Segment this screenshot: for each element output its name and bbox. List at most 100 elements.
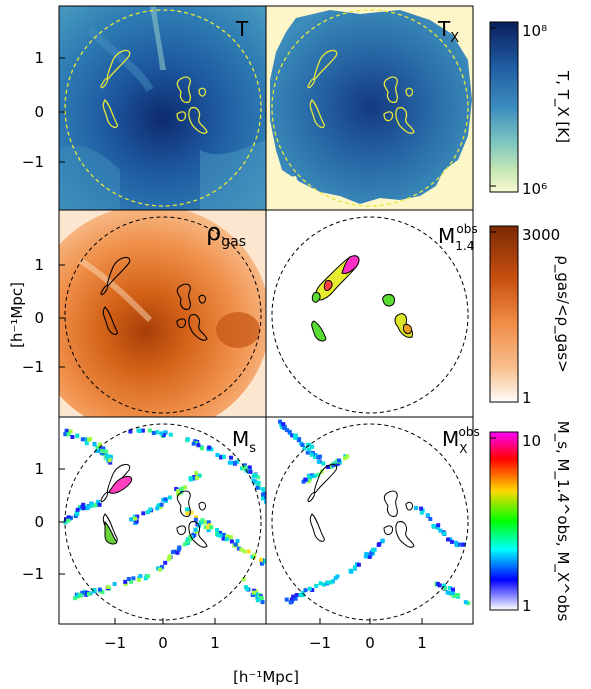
shock-cell — [84, 590, 89, 595]
shock-cell — [255, 598, 260, 603]
shock-cell — [141, 511, 146, 516]
panel-frames — [58, 5, 474, 625]
shock-cell — [261, 496, 265, 501]
shock-cell — [318, 581, 323, 586]
shock-cell — [87, 437, 92, 442]
shock-cell — [246, 549, 251, 554]
shock-cell — [95, 445, 100, 450]
shock-cell — [68, 515, 73, 520]
shock-cell — [314, 583, 319, 588]
shock-cell — [183, 485, 188, 490]
shock-cell — [160, 564, 165, 569]
shock-cell — [184, 539, 189, 544]
shock-cell — [333, 576, 338, 581]
shock-cell — [97, 502, 102, 507]
shock-cell — [330, 579, 335, 584]
shock-cell — [296, 438, 301, 443]
shock-cell — [66, 432, 71, 437]
shock-cell — [289, 597, 294, 602]
shock-cell — [75, 507, 80, 512]
shock-cell — [321, 461, 326, 466]
shock-cell — [337, 458, 341, 463]
shock-cell — [376, 543, 381, 547]
shock-cell — [310, 473, 314, 478]
shock-cell — [185, 537, 190, 542]
shock-cell — [163, 430, 168, 435]
panel-label-gas-density: ρgas — [206, 218, 246, 250]
shock-cell — [80, 590, 85, 595]
shock-cell — [63, 432, 68, 437]
shock-cell — [227, 460, 232, 465]
shock-cell — [242, 463, 247, 468]
shock-cell — [229, 455, 233, 460]
shock-cell — [107, 458, 112, 463]
shock-cell — [425, 513, 430, 518]
shock-cell — [66, 518, 71, 523]
shock-cell — [168, 432, 173, 437]
shock-cell — [241, 577, 246, 582]
shock-cell — [363, 554, 368, 559]
shock-cell — [158, 567, 163, 572]
panel-label-shock-mach: Ms — [232, 427, 256, 456]
shock-cell — [167, 495, 172, 500]
y-axis-label: [h⁻¹Mpc] — [8, 282, 26, 348]
shock-cell — [83, 437, 88, 442]
colorbar-temperature-bottom: 10⁶ — [522, 180, 547, 198]
shock-cell — [92, 588, 97, 592]
shock-cell — [306, 442, 310, 447]
shock-cell — [356, 562, 361, 567]
shock-cell — [86, 592, 91, 597]
shock-cell — [419, 506, 424, 511]
shock-cell — [435, 581, 440, 586]
shock-cell — [128, 429, 133, 434]
shock-cell — [313, 453, 318, 457]
ytick-label: 1 — [34, 256, 44, 274]
shock-cell — [454, 540, 458, 545]
shock-cell — [206, 520, 211, 525]
shock-cell — [75, 433, 80, 438]
ytick-label: 1 — [34, 49, 44, 67]
shock-cell — [191, 441, 196, 446]
shock-cell — [228, 535, 233, 540]
shock-cell — [321, 582, 326, 587]
shock-cell — [207, 445, 212, 450]
shock-cell — [455, 593, 460, 597]
colorbar-density — [489, 225, 519, 403]
shock-cell — [65, 429, 70, 434]
shock-cell — [112, 582, 117, 586]
shock-cell — [312, 474, 317, 479]
shock-cell — [176, 489, 181, 494]
shock-cell — [177, 546, 182, 550]
shock-cell — [380, 539, 385, 544]
shock-cell — [215, 532, 220, 537]
panel-gas-density — [59, 210, 266, 417]
shock-cell — [138, 574, 143, 578]
shock-cell — [84, 441, 89, 446]
axis-ticks — [59, 57, 423, 624]
shock-cell — [170, 550, 175, 555]
shock-cell — [100, 590, 105, 594]
shock-cell — [123, 582, 128, 586]
shock-cell — [307, 477, 312, 482]
shock-cell — [182, 542, 187, 547]
shock-cell — [302, 446, 307, 451]
shock-cell — [290, 433, 295, 438]
shock-cell — [161, 497, 166, 502]
shock-cell — [294, 593, 299, 597]
shock-cell — [233, 461, 238, 466]
panel-label-temperature: T — [235, 17, 249, 41]
shock-cell — [236, 546, 241, 551]
panel-label-radio-mach: M1.4obs — [438, 222, 478, 253]
shock-cell — [307, 447, 312, 452]
shock-cell — [325, 580, 330, 585]
shock-cell — [194, 471, 199, 476]
shock-cell — [252, 590, 256, 595]
shock-cell — [159, 431, 164, 436]
shock-cell — [196, 443, 201, 448]
shock-cell — [192, 476, 197, 481]
shock-cell — [206, 528, 211, 533]
shock-cell — [89, 503, 94, 508]
shock-cell — [73, 596, 77, 601]
shock-cell — [143, 576, 148, 581]
shock-cell — [431, 524, 436, 529]
